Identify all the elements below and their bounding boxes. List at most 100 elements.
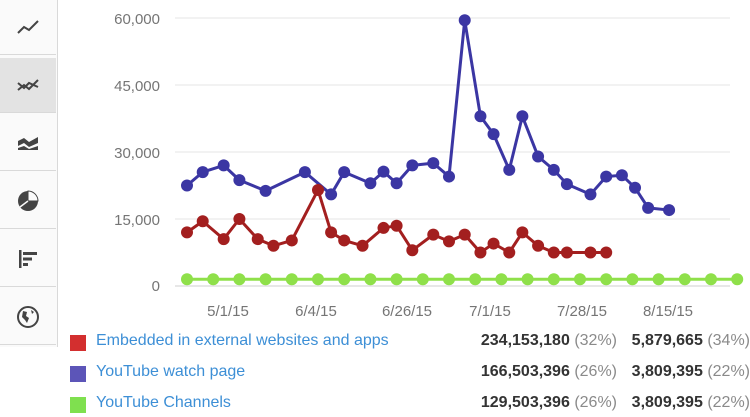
data-point[interactable] xyxy=(547,273,560,286)
data-point[interactable] xyxy=(443,273,455,286)
legend-series-name[interactable]: Embedded in external websites and apps xyxy=(96,332,389,349)
line-chart: 0 15,000 30,000 45,000 60,000 5/1/15 6/4… xyxy=(114,11,744,320)
data-point[interactable] xyxy=(312,183,324,196)
data-point[interactable] xyxy=(495,273,508,286)
data-point[interactable] xyxy=(325,188,338,201)
pie-chart-button[interactable] xyxy=(0,174,56,229)
data-point[interactable] xyxy=(731,273,744,286)
multi-line-chart-icon xyxy=(17,79,39,91)
data-point[interactable] xyxy=(678,273,691,286)
data-point[interactable] xyxy=(600,246,613,259)
y-tick-label: 0 xyxy=(152,278,160,295)
data-point[interactable] xyxy=(521,273,534,286)
data-point[interactable] xyxy=(516,226,529,239)
multi-line-chart-button[interactable] xyxy=(0,58,56,113)
legend-row[interactable]: YouTube watch page 166,503,396 (26%) 3,8… xyxy=(70,363,750,385)
data-point[interactable] xyxy=(474,246,487,259)
data-point[interactable] xyxy=(285,273,298,286)
data-point[interactable] xyxy=(259,184,272,197)
line-chart-button[interactable] xyxy=(0,0,56,55)
data-point[interactable] xyxy=(443,235,455,248)
legend-total: 129,503,396 (26%) xyxy=(481,394,617,412)
data-point[interactable] xyxy=(427,228,440,241)
data-point[interactable] xyxy=(547,163,560,176)
data-point[interactable] xyxy=(338,234,351,247)
data-point[interactable] xyxy=(532,239,545,252)
data-point[interactable] xyxy=(458,228,471,241)
data-point[interactable] xyxy=(259,273,272,286)
legend-series-name[interactable]: YouTube Channels xyxy=(96,394,231,411)
data-point[interactable] xyxy=(181,273,193,286)
data-point[interactable] xyxy=(196,166,209,179)
map-chart-button[interactable] xyxy=(0,290,56,345)
data-point[interactable] xyxy=(181,226,193,239)
data-point[interactable] xyxy=(390,177,403,190)
data-point[interactable] xyxy=(325,226,338,239)
data-point[interactable] xyxy=(487,128,500,141)
data-point[interactable] xyxy=(560,246,573,259)
data-point[interactable] xyxy=(629,181,642,194)
data-point[interactable] xyxy=(267,239,280,252)
data-point[interactable] xyxy=(406,159,419,172)
data-point[interactable] xyxy=(377,221,390,234)
data-point[interactable] xyxy=(584,246,597,259)
bar-chart-button[interactable] xyxy=(0,232,56,287)
legend-period: 3,809,395 (22%) xyxy=(632,394,750,412)
data-point[interactable] xyxy=(600,273,613,286)
data-point[interactable] xyxy=(338,166,351,179)
x-axis: 5/1/15 6/4/15 6/26/15 7/1/15 7/28/15 8/1… xyxy=(207,303,693,320)
legend-row[interactable]: YouTube Channels 129,503,396 (26%) 3,809… xyxy=(70,394,750,416)
legend-total-pct: (32%) xyxy=(574,332,617,349)
data-point[interactable] xyxy=(196,215,209,228)
x-tick-label: 7/1/15 xyxy=(469,303,511,320)
data-point[interactable] xyxy=(626,273,639,286)
data-point[interactable] xyxy=(458,14,471,27)
data-point[interactable] xyxy=(574,273,586,286)
data-point[interactable] xyxy=(233,174,246,187)
area-chart-button[interactable] xyxy=(0,116,56,171)
data-point[interactable] xyxy=(547,246,560,259)
data-point[interactable] xyxy=(390,219,403,232)
data-point[interactable] xyxy=(642,201,655,214)
data-point[interactable] xyxy=(560,178,573,191)
data-point[interactable] xyxy=(217,233,230,246)
data-point[interactable] xyxy=(600,170,613,183)
data-point[interactable] xyxy=(233,273,246,286)
data-point[interactable] xyxy=(443,170,455,183)
legend-series-name[interactable]: YouTube watch page xyxy=(96,363,246,380)
data-point[interactable] xyxy=(251,233,264,246)
data-point[interactable] xyxy=(503,163,516,176)
data-point[interactable] xyxy=(663,204,676,217)
data-point[interactable] xyxy=(503,246,516,259)
data-point[interactable] xyxy=(233,213,246,225)
data-point[interactable] xyxy=(390,273,403,286)
data-point[interactable] xyxy=(406,244,419,257)
data-point[interactable] xyxy=(516,110,529,123)
data-point[interactable] xyxy=(416,273,429,286)
data-point[interactable] xyxy=(474,110,487,123)
data-point[interactable] xyxy=(364,177,377,190)
data-point[interactable] xyxy=(207,273,220,286)
data-point[interactable] xyxy=(364,273,377,286)
data-point[interactable] xyxy=(181,179,193,192)
data-point[interactable] xyxy=(705,273,717,286)
legend-period: 3,809,395 (22%) xyxy=(632,363,750,381)
data-point[interactable] xyxy=(217,159,230,172)
bar-chart-icon xyxy=(19,250,37,268)
data-point[interactable] xyxy=(377,165,390,178)
data-point[interactable] xyxy=(338,273,351,286)
data-point[interactable] xyxy=(312,273,324,286)
data-point[interactable] xyxy=(356,239,369,252)
legend-row[interactable]: Embedded in external websites and apps 2… xyxy=(70,332,750,354)
data-point[interactable] xyxy=(652,273,665,286)
data-point[interactable] xyxy=(532,150,545,163)
data-point[interactable] xyxy=(427,157,440,170)
data-point[interactable] xyxy=(285,234,298,247)
x-tick-label: 8/15/15 xyxy=(643,303,693,320)
pie-chart-icon xyxy=(18,190,39,211)
data-point[interactable] xyxy=(584,188,597,201)
data-point[interactable] xyxy=(615,169,628,182)
data-point[interactable] xyxy=(487,237,500,250)
data-point[interactable] xyxy=(469,273,482,286)
data-point[interactable] xyxy=(298,166,311,179)
